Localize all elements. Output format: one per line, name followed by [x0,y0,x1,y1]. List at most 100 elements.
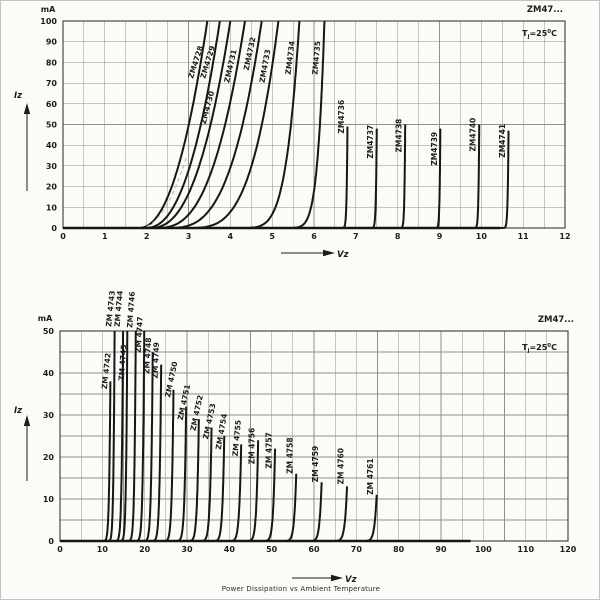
curve-label: ZM4738 [395,119,404,153]
curve-label: ZM 4756 [248,428,257,464]
curve-ZM4732 [150,20,263,229]
curve-label: ZM 4761 [366,458,375,494]
curve-ZM4744 [106,330,125,542]
x-axis-symbol: Vz [337,250,349,260]
curve-label: ZM 4746 [125,291,137,328]
y-tick-label: 40 [46,141,58,150]
x-tick-label: 7 [353,232,359,241]
corner-type-label: ZM47... [527,5,563,15]
y-tick-label: 70 [46,79,58,88]
x-tick-label: 10 [97,545,109,554]
y-tick-label: 0 [51,224,57,233]
y-unit-label: mA [38,314,53,323]
curve-ZM4761 [347,494,378,542]
curve-label: ZM 4752 [189,394,205,431]
curve-label: ZM 4742 [100,352,113,389]
condition-label: Tj=250C [522,343,557,354]
y-tick-label: 60 [46,100,58,109]
x-tick-label: 120 [560,545,577,554]
curve-ZM4737 [351,128,378,229]
curve-ZM4748 [133,352,154,542]
curve-ZM4734 [219,20,301,229]
curve-label: ZM 4745 [117,344,129,381]
x-tick-label: 6 [311,232,317,241]
x-tick-label: 9 [437,232,443,241]
curve-ZM4738 [380,124,407,229]
x-tick-label: 11 [518,232,530,241]
y-tick-label: 40 [43,369,55,378]
x-tick-label: 80 [393,545,405,554]
curve-label: ZM 4744 [113,290,125,327]
x-tick-label: 8 [395,232,401,241]
curve-label: ZM4741 [498,124,507,158]
zener-chart-high-voltage: 0 10 20 30 40 50 60 70 80 90 100 110 120 0 10 20 30 40 50 Z… [14,290,577,585]
curve-label: ZM 4753 [201,403,217,440]
x-tick-label: 30 [181,545,193,554]
curve-label: ZM 4755 [231,420,243,457]
curve-ZM4742 [94,381,112,542]
curve-ZM4733 [169,20,280,229]
curve-ZM4730 [134,20,232,229]
x-tick-label: 90 [435,545,447,554]
x-axis-symbol: Vz [345,575,357,585]
curve-ZM4746 [118,330,137,542]
iz-axis-arrow-head [23,103,31,114]
curve-label: ZM 4743 [104,290,117,327]
curve-ZM4736 [322,126,349,229]
y-tick-label: 50 [46,121,58,130]
curve-ZM4741 [483,130,510,229]
curve-ZM4750 [152,389,175,542]
corner-type-label: ZM47... [538,315,574,325]
curve-label: ZM4737 [366,125,375,159]
curve-ZM4743 [99,331,116,542]
y-axis-symbol: Iz [14,91,22,101]
x-tick-label: 100 [475,545,492,554]
curve-label: ZM 4748 [142,337,153,374]
y-tick-label: 90 [46,38,58,47]
y-tick-label: 20 [46,183,58,192]
curve-ZM4754 [201,435,226,542]
x-tick-label: 20 [139,545,151,554]
curve-label: ZM 4759 [311,446,320,482]
y-tick-label: 50 [43,327,55,336]
curve-ZM4751 [164,406,188,542]
curve-ZM4740 [455,124,481,229]
condition-label: Tj=250C [522,29,557,40]
curve-ZM4752 [176,419,200,542]
y-axis-symbol: Iz [14,406,22,416]
x-tick-label: 110 [517,545,534,554]
curve-ZM4756 [232,440,260,542]
x-tick-label: 0 [57,545,63,554]
x-tick-label: 3 [186,232,192,241]
curve-label: ZM4734 [284,40,297,75]
curve-label: ZM 4749 [151,342,161,379]
vz-axis-arrow-head [331,574,343,582]
curve-ZM4759 [294,482,323,542]
curve-label: ZM 4751 [176,384,192,421]
x-tick-label: 10 [476,232,488,241]
curve-ZM4739 [416,128,442,229]
curve-ZM4747 [126,331,146,542]
x-tick-label: 50 [266,545,278,554]
y-tick-label: 10 [46,203,58,212]
curve-label: ZM 4758 [286,437,295,473]
iz-axis-arrow-head [23,415,31,426]
y-tick-label: 30 [43,411,55,420]
y-tick-label: 80 [46,58,58,67]
y-tick-label: 30 [46,162,58,171]
zener-chart-low-voltage: 0 1 2 3 4 5 6 7 8 9 10 11 120102030405060708090100ZM… [14,5,571,260]
curve-ZM4729 [129,20,221,229]
vz-axis-arrow-head [323,249,335,257]
curve-ZM4760 [317,486,348,542]
curve-ZM4749 [141,364,163,542]
curve-label: ZM 4754 [214,413,229,450]
x-tick-label: 5 [269,232,275,241]
curve-guide [125,157,188,229]
y-unit-label: mA [41,5,56,14]
x-tick-label: 40 [224,545,236,554]
curve-ZM4731 [140,20,246,229]
curve-ZM4735 [263,20,326,229]
curve-ZM4753 [188,427,213,542]
curve-label: ZM4739 [430,132,439,166]
